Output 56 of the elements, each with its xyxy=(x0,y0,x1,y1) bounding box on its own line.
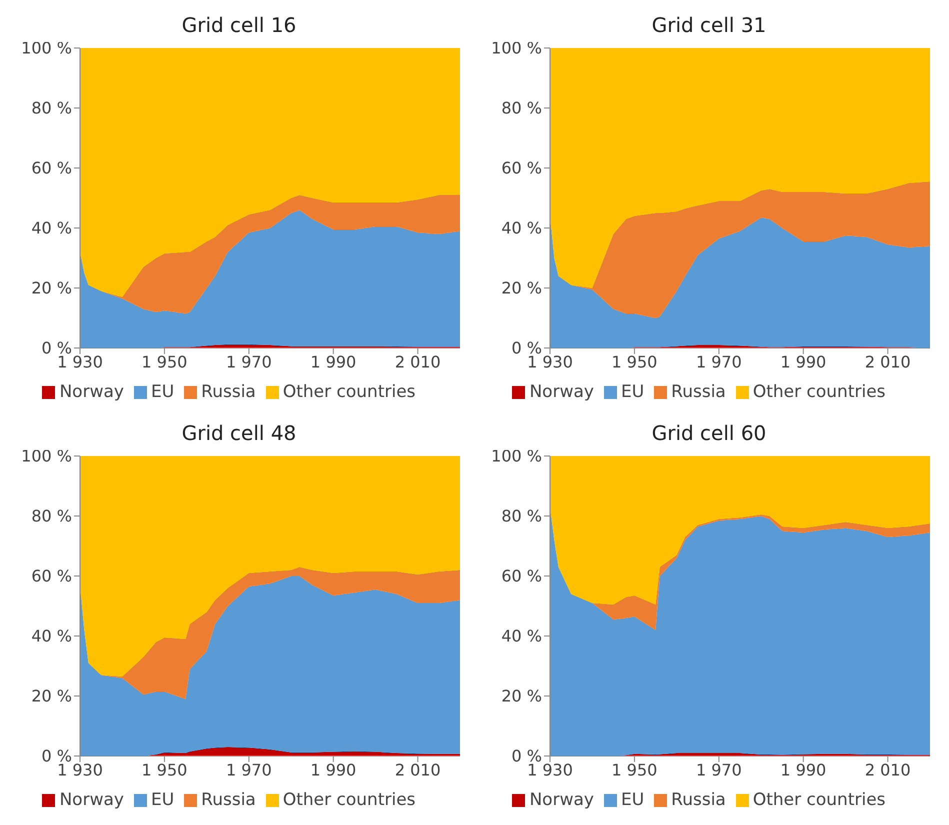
legend-label: Russia xyxy=(201,382,256,402)
x-tick-label: 1 950 xyxy=(142,760,188,780)
y-tick-label: 100 % xyxy=(491,446,542,466)
legend-label: Other countries xyxy=(752,382,886,402)
legend-label: Russia xyxy=(671,382,726,402)
x-tick-label: 2 010 xyxy=(394,352,441,372)
y-tick-label: 60 % xyxy=(501,158,542,178)
y-tick-label: 20 % xyxy=(31,278,72,298)
legend-label: Russia xyxy=(201,790,256,810)
legend-label: Other countries xyxy=(282,790,416,810)
legend-label: Other countries xyxy=(282,382,416,402)
legend-label: EU xyxy=(620,790,644,810)
x-tick-label: 2 010 xyxy=(864,352,911,372)
y-tick-label: 80 % xyxy=(31,98,72,118)
legend-label: Other countries xyxy=(752,790,886,810)
legend-label: Norway xyxy=(529,382,594,402)
y-tick-label: 80 % xyxy=(501,98,542,118)
legend-label: Norway xyxy=(529,790,594,810)
chart-title: Grid cell 31 xyxy=(652,13,766,37)
legend-label: EU xyxy=(150,382,174,402)
y-tick-label: 60 % xyxy=(501,566,542,586)
x-tick-label: 1 990 xyxy=(310,760,356,780)
x-tick-label: 1 990 xyxy=(780,760,826,780)
y-tick-label: 20 % xyxy=(501,278,542,298)
x-tick-label: 1 950 xyxy=(142,352,188,372)
y-tick-label: 40 % xyxy=(31,218,72,238)
x-tick-label: 2 010 xyxy=(394,760,441,780)
x-tick-label: 2 010 xyxy=(864,760,911,780)
x-tick-label: 1 970 xyxy=(696,760,742,780)
x-tick-label: 1 990 xyxy=(780,352,826,372)
legend-label: EU xyxy=(620,382,644,402)
chart-title: Grid cell 60 xyxy=(652,421,766,445)
y-tick-label: 100 % xyxy=(21,446,72,466)
y-tick-label: 20 % xyxy=(501,686,542,706)
y-tick-label: 60 % xyxy=(31,566,72,586)
x-tick-label: 1 970 xyxy=(226,352,272,372)
x-tick-label: 1 990 xyxy=(310,352,356,372)
y-tick-label: 80 % xyxy=(501,506,542,526)
x-tick-label: 1 970 xyxy=(696,352,742,372)
y-tick-label: 100 % xyxy=(491,38,542,58)
y-tick-label: 100 % xyxy=(21,38,72,58)
x-tick-label: 1 950 xyxy=(612,760,658,780)
chart-title: Grid cell 16 xyxy=(182,13,296,37)
y-tick-label: 40 % xyxy=(31,626,72,646)
y-tick-label: 20 % xyxy=(31,686,72,706)
y-tick-label: 40 % xyxy=(501,626,542,646)
y-tick-label: 60 % xyxy=(31,158,72,178)
y-tick-label: 40 % xyxy=(501,218,542,238)
y-tick-label: 80 % xyxy=(31,506,72,526)
legend-label: Norway xyxy=(59,382,124,402)
legend-label: Norway xyxy=(59,790,124,810)
chart-title: Grid cell 48 xyxy=(182,421,296,445)
x-tick-label: 1 950 xyxy=(612,352,658,372)
legend-label: EU xyxy=(150,790,174,810)
x-tick-label: 1 970 xyxy=(226,760,272,780)
legend-label: Russia xyxy=(671,790,726,810)
